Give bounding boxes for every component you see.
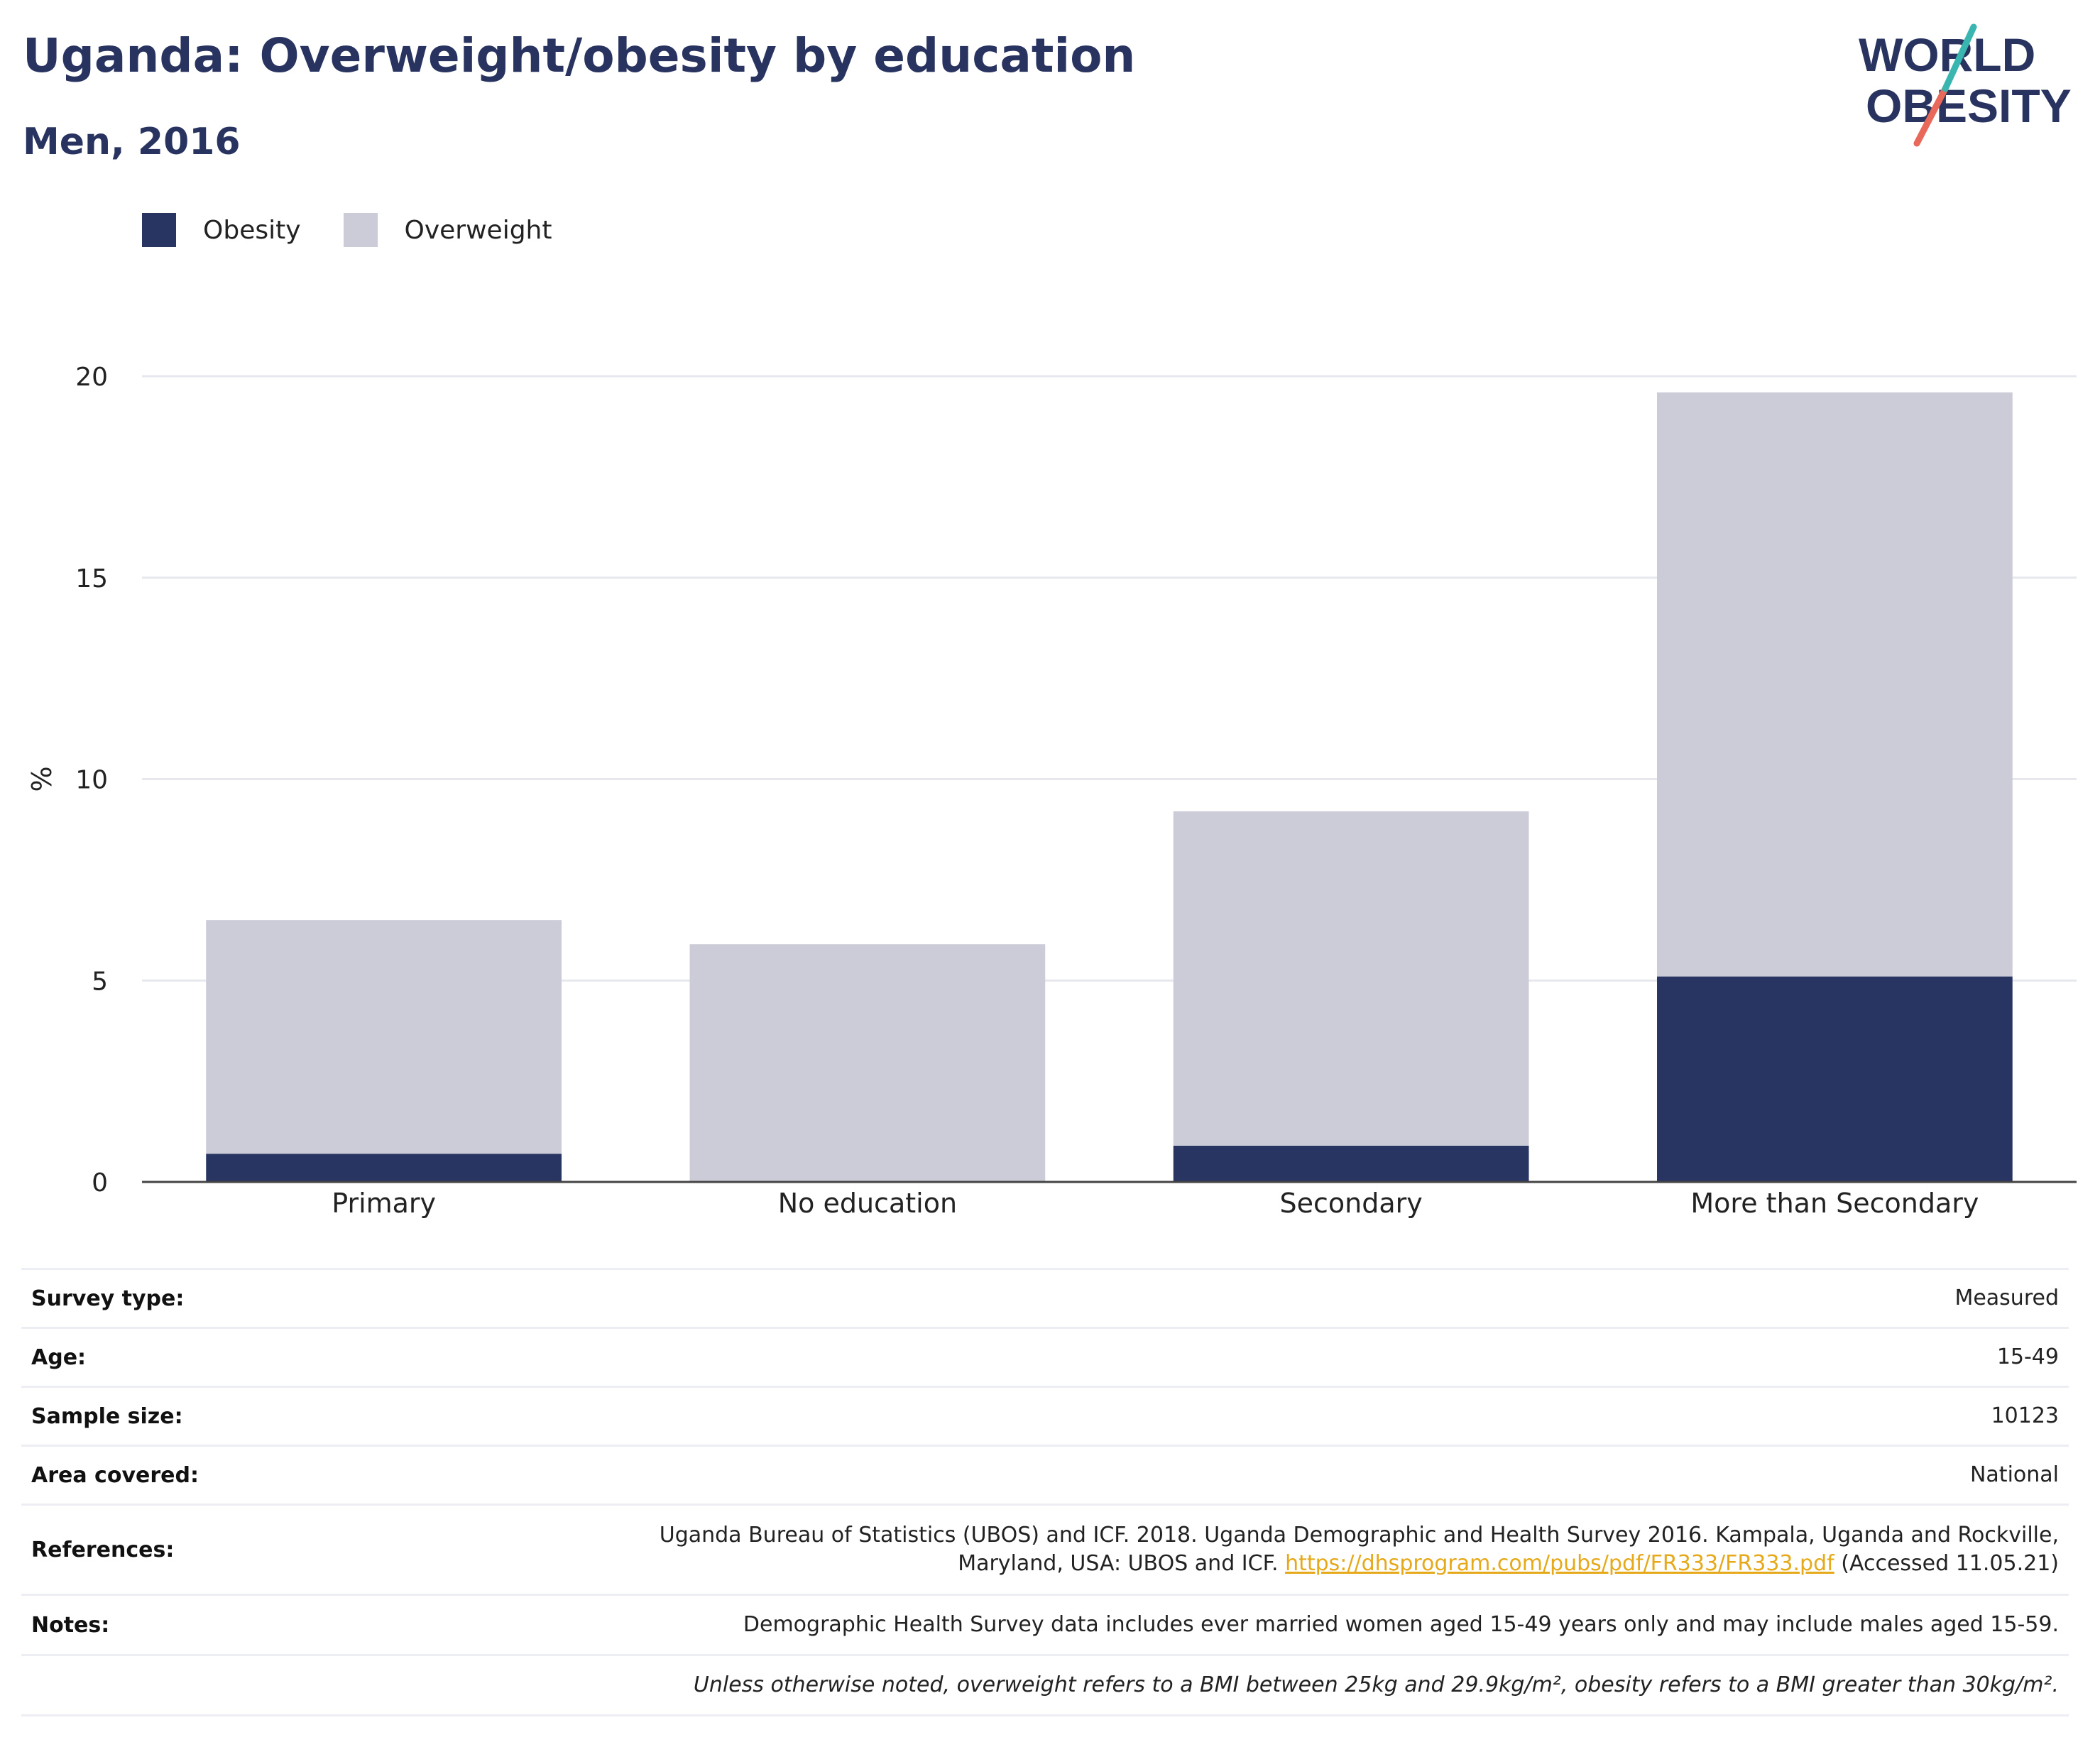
y-axis-title: %	[26, 766, 58, 792]
meta-key: Notes:	[31, 1612, 110, 1638]
bar-chart: 0 5 10 15 20% Primary No education Secondary Mor…	[26, 363, 2077, 1219]
meta-key: References:	[31, 1537, 175, 1562]
meta-row-age: Age: 15-49	[21, 1327, 2069, 1386]
meta-row-footnote: Unless otherwise noted, overweight refer…	[21, 1654, 2069, 1716]
y-tick-label: 0	[92, 1168, 108, 1198]
meta-row-references: References: Uganda Bureau of Statistics …	[21, 1504, 2069, 1594]
chart-subtitle: Men, 2016	[23, 121, 241, 163]
meta-value: Demographic Health Survey data includes …	[743, 1612, 2059, 1637]
bar-overweight	[689, 944, 1046, 1182]
reference-text: Uganda Bureau of Statistics (UBOS) and I…	[659, 1523, 2059, 1548]
meta-row-area: Area covered: National	[21, 1445, 2069, 1504]
y-tick-label: 10	[75, 766, 108, 795]
bar-obesity	[206, 1154, 562, 1182]
bar-overweight	[1173, 811, 1529, 1146]
meta-key: Area covered:	[31, 1462, 199, 1488]
y-tick-label: 20	[75, 363, 108, 392]
reference-link[interactable]: https://dhsprogram.com/pubs/pdf/FR333/FR…	[1285, 1551, 1834, 1576]
meta-value: Uganda Bureau of Statistics (UBOS) and I…	[660, 1521, 2059, 1578]
bar-obesity	[1173, 1145, 1529, 1182]
bar-overweight	[206, 920, 562, 1154]
meta-value: 10123	[1991, 1403, 2059, 1428]
y-tick-label: 15	[75, 564, 108, 593]
chart-title: Uganda: Overweight/obesity by education	[23, 28, 1136, 83]
reference-text-2: Maryland, USA: UBOS and ICF.	[958, 1551, 1279, 1576]
x-tick-label: Primary	[332, 1188, 436, 1219]
logo-text-line1: WORLD	[1859, 28, 2035, 81]
bar-obesity	[1657, 976, 2013, 1182]
meta-value: 15-49	[1996, 1345, 2059, 1369]
x-tick-label: No education	[778, 1188, 957, 1219]
meta-row-survey-type: Survey type: Measured	[21, 1268, 2069, 1327]
x-tick-label: More than Secondary	[1690, 1188, 1979, 1219]
bar-overweight	[1657, 392, 2013, 977]
y-tick-label: 5	[92, 967, 108, 996]
meta-value: Measured	[1954, 1286, 2059, 1310]
meta-key: Survey type:	[31, 1286, 185, 1311]
logo-text-line2: OBESITY	[1866, 80, 2072, 132]
meta-row-sample-size: Sample size: 10123	[21, 1386, 2069, 1445]
meta-row-notes: Notes: Demographic Health Survey data in…	[21, 1594, 2069, 1654]
footnote-text: Unless otherwise noted, overweight refer…	[693, 1672, 2059, 1697]
x-tick-label: Secondary	[1280, 1188, 1423, 1219]
reference-accessed: (Accessed 11.05.21)	[1841, 1551, 2059, 1576]
meta-value: National	[1969, 1462, 2059, 1487]
meta-key: Age:	[31, 1345, 87, 1370]
world-obesity-logo: WORLD OBESITY	[1859, 23, 2072, 147]
survey-metadata-table: Survey type: Measured Age: 15-49 Sample …	[21, 1268, 2069, 1716]
chart-legend: Obesity Overweight	[142, 213, 594, 247]
meta-key: Sample size:	[31, 1403, 183, 1429]
legend-label-obesity: Obesity	[203, 215, 301, 245]
legend-swatch-obesity	[142, 213, 176, 247]
legend-swatch-overweight	[343, 213, 378, 247]
legend-label-overweight: Overweight	[404, 215, 552, 245]
